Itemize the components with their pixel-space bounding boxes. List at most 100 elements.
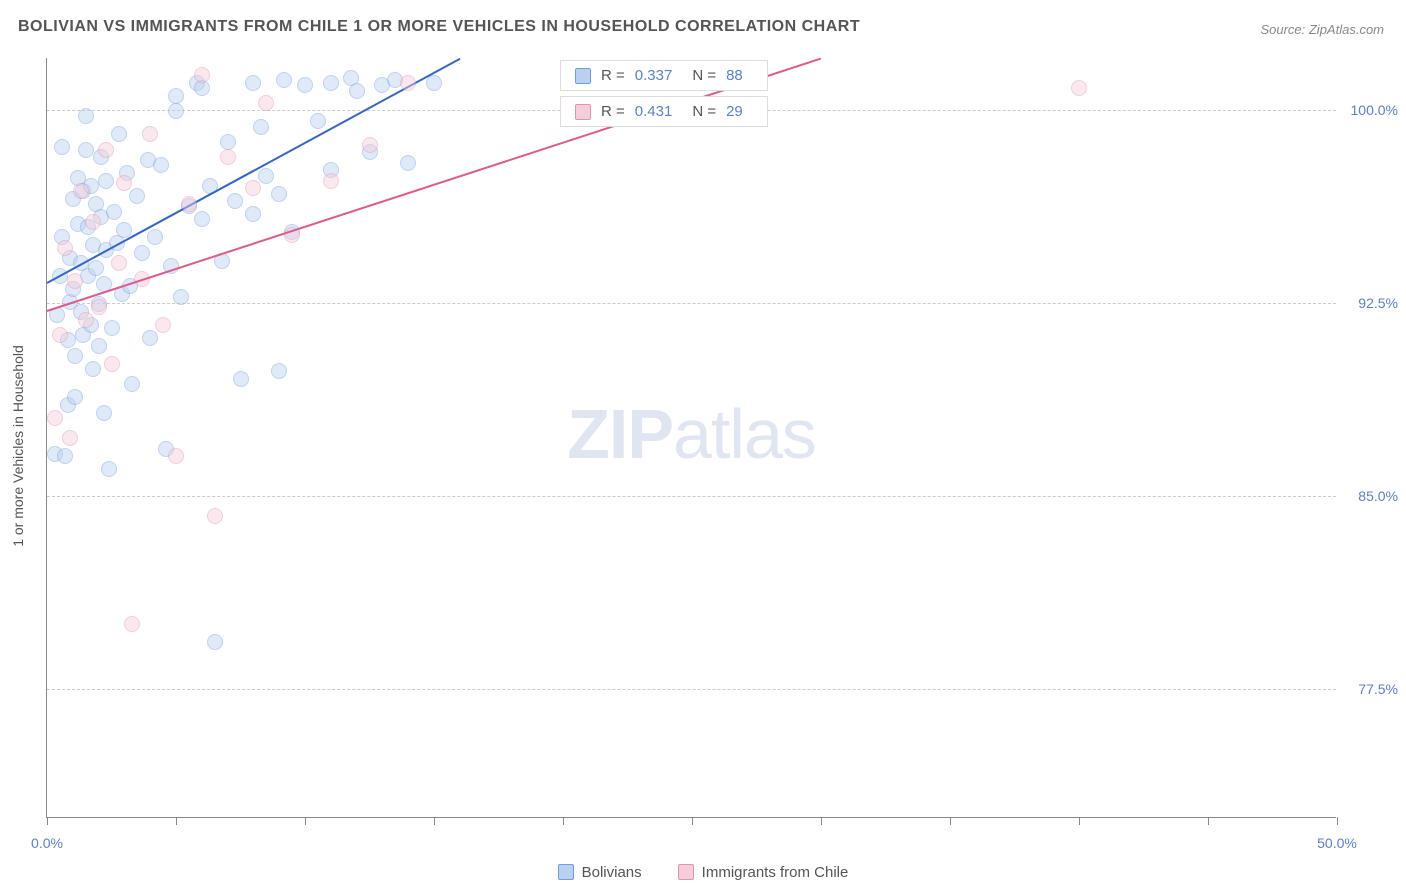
stat-n-value: 29: [726, 103, 743, 120]
x-tick: [434, 817, 435, 825]
x-tick: [1208, 817, 1209, 825]
stat-r-value: 0.337: [635, 67, 673, 84]
stat-n-label: N =: [692, 103, 716, 120]
scatter-point: [98, 173, 114, 189]
chart-container: BOLIVIAN VS IMMIGRANTS FROM CHILE 1 OR M…: [0, 0, 1406, 892]
legend-label: Bolivians: [582, 864, 642, 881]
y-tick-label: 92.5%: [1358, 295, 1398, 311]
x-tick: [47, 817, 48, 825]
scatter-point: [91, 299, 107, 315]
scatter-point: [134, 245, 150, 261]
legend-item: Bolivians: [558, 864, 642, 881]
scatter-point: [57, 448, 73, 464]
scatter-point: [168, 88, 184, 104]
scatter-point: [258, 95, 274, 111]
scatter-point: [124, 616, 140, 632]
source-label: Source: ZipAtlas.com: [1260, 22, 1384, 37]
scatter-point: [111, 255, 127, 271]
y-tick-label: 100.0%: [1351, 102, 1398, 118]
legend-swatch: [558, 864, 574, 880]
scatter-point: [52, 327, 68, 343]
scatter-point: [147, 229, 163, 245]
scatter-point: [258, 168, 274, 184]
legend-swatch: [575, 68, 591, 84]
scatter-point: [57, 240, 73, 256]
scatter-point: [78, 312, 94, 328]
scatter-point: [78, 108, 94, 124]
scatter-point: [207, 508, 223, 524]
x-tick: [821, 817, 822, 825]
stats-box: R = 0.431 N = 29: [560, 96, 768, 127]
trend-line: [47, 58, 461, 284]
scatter-point: [194, 67, 210, 83]
y-axis-title: 1 or more Vehicles in Household: [10, 345, 26, 547]
stat-r-value: 0.431: [635, 103, 673, 120]
scatter-point: [245, 75, 261, 91]
watermark-bold: ZIP: [567, 395, 673, 473]
scatter-point: [310, 113, 326, 129]
scatter-point: [297, 77, 313, 93]
scatter-point: [362, 137, 378, 153]
y-tick-label: 77.5%: [1358, 681, 1398, 697]
stat-n-value: 88: [726, 67, 743, 84]
scatter-chart: ZIPatlas 77.5%85.0%92.5%100.0%0.0%50.0%: [46, 58, 1336, 818]
scatter-point: [116, 222, 132, 238]
gridline: [47, 303, 1336, 304]
legend-label: Immigrants from Chile: [702, 864, 849, 881]
legend-swatch: [575, 104, 591, 120]
scatter-point: [194, 211, 210, 227]
x-tick: [692, 817, 693, 825]
scatter-point: [104, 320, 120, 336]
x-tick-label: 50.0%: [1317, 835, 1357, 851]
scatter-point: [78, 142, 94, 158]
scatter-point: [155, 317, 171, 333]
x-tick: [305, 817, 306, 825]
stats-box: R = 0.337N = 88: [560, 60, 768, 91]
gridline: [47, 689, 1336, 690]
scatter-point: [142, 126, 158, 142]
watermark-light: atlas: [673, 395, 816, 473]
stat-r-label: R =: [601, 103, 625, 120]
scatter-point: [47, 410, 63, 426]
scatter-point: [62, 430, 78, 446]
scatter-point: [233, 371, 249, 387]
chart-title: BOLIVIAN VS IMMIGRANTS FROM CHILE 1 OR M…: [18, 18, 860, 36]
scatter-point: [54, 139, 70, 155]
scatter-point: [98, 142, 114, 158]
scatter-point: [85, 214, 101, 230]
y-tick-label: 85.0%: [1358, 488, 1398, 504]
scatter-point: [153, 157, 169, 173]
scatter-point: [227, 193, 243, 209]
scatter-point: [101, 461, 117, 477]
scatter-point: [168, 103, 184, 119]
watermark: ZIPatlas: [567, 394, 816, 474]
x-tick: [1079, 817, 1080, 825]
x-tick-label: 0.0%: [31, 835, 63, 851]
scatter-point: [142, 330, 158, 346]
x-tick: [563, 817, 564, 825]
scatter-point: [67, 348, 83, 364]
scatter-point: [349, 83, 365, 99]
scatter-point: [104, 356, 120, 372]
scatter-point: [323, 173, 339, 189]
scatter-point: [106, 204, 122, 220]
scatter-point: [271, 363, 287, 379]
stat-n-label: N =: [692, 67, 716, 84]
x-tick: [176, 817, 177, 825]
scatter-point: [111, 126, 127, 142]
legend-item: Immigrants from Chile: [678, 864, 849, 881]
scatter-point: [220, 134, 236, 150]
scatter-point: [124, 376, 140, 392]
scatter-point: [73, 183, 89, 199]
scatter-point: [181, 196, 197, 212]
scatter-point: [88, 260, 104, 276]
chart-legend: Bolivians Immigrants from Chile: [0, 864, 1406, 885]
scatter-point: [168, 448, 184, 464]
scatter-point: [1071, 80, 1087, 96]
scatter-point: [245, 180, 261, 196]
scatter-point: [67, 273, 83, 289]
scatter-point: [207, 634, 223, 650]
scatter-point: [245, 206, 261, 222]
gridline: [47, 496, 1336, 497]
scatter-point: [91, 338, 107, 354]
